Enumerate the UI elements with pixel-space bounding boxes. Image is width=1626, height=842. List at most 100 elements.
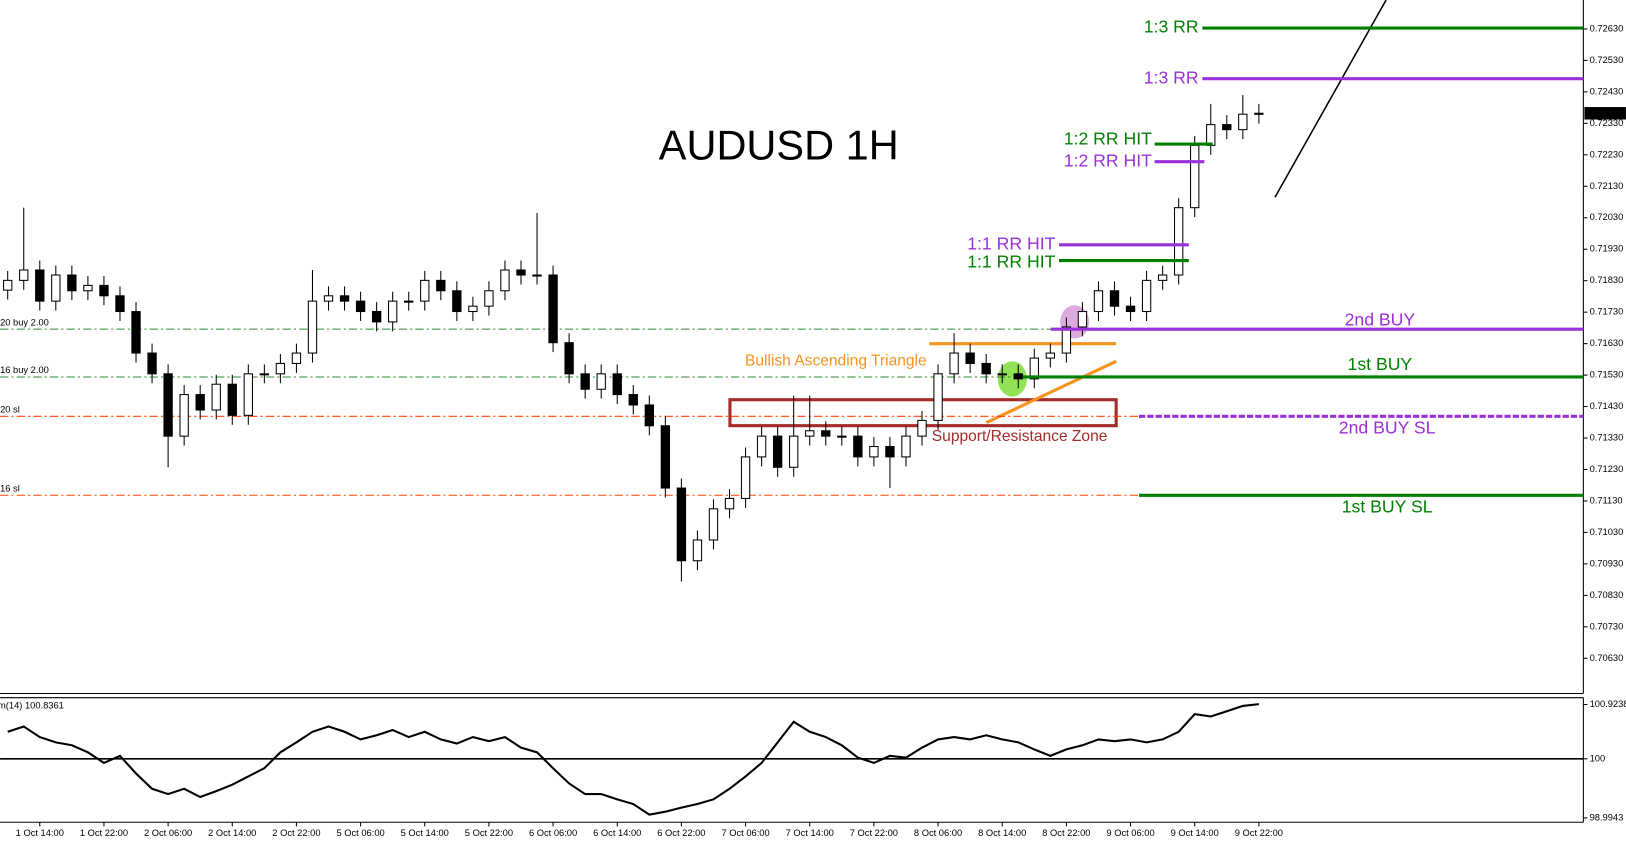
level-label: 2nd BUY SL: [1339, 417, 1436, 437]
candle-body: [307, 300, 318, 354]
candle-body: [1222, 124, 1232, 131]
level-label: 1st BUY SL: [1342, 496, 1433, 516]
candle-body: [147, 352, 157, 375]
y-tick-label: 0.72030: [1590, 212, 1624, 222]
candle-body: [1109, 290, 1120, 307]
level-label: 1:2 RR HIT: [1064, 150, 1152, 170]
y-tick-label: 0.70630: [1590, 653, 1624, 663]
x-tick-label: 2 Oct 22:00: [272, 828, 320, 838]
y-tick-label: 0.70830: [1590, 590, 1624, 600]
y-tick-label: 0.71030: [1590, 527, 1624, 537]
candle-body: [1157, 274, 1168, 281]
candle-body: [740, 456, 751, 499]
x-tick-label: 7 Oct 06:00: [721, 828, 769, 838]
candle-body: [580, 373, 590, 390]
y-tick-label: 0.71730: [1590, 307, 1624, 317]
x-tick-label: 1 Oct 22:00: [80, 828, 128, 838]
level-label: 1:1 RR HIT: [967, 251, 1055, 271]
candle-body: [1029, 357, 1039, 380]
x-tick-label: 8 Oct 22:00: [1042, 828, 1090, 838]
order-label: 20 sl: [0, 405, 20, 415]
candle-body: [3, 279, 13, 291]
candle-body: [275, 362, 286, 375]
x-tick-label: 9 Oct 22:00: [1235, 828, 1283, 838]
candle-body: [997, 373, 1007, 376]
candle-body: [67, 274, 77, 292]
order-label: 16 buy 2.00: [0, 365, 49, 375]
candle-body: [83, 284, 93, 292]
indicator-label: m(14) 100.8361: [0, 700, 64, 710]
candle-body: [323, 295, 334, 302]
candle-body: [1045, 352, 1056, 359]
candle-body: [500, 269, 510, 292]
candle-body: [115, 295, 125, 313]
y-tick-label: 0.72430: [1590, 86, 1624, 96]
candle-body: [468, 305, 478, 313]
y-tick-label: 0.71930: [1590, 244, 1624, 254]
level-label: 2nd BUY: [1345, 309, 1416, 329]
y-tick-label: 0.70930: [1590, 558, 1624, 568]
candle-body: [420, 279, 430, 302]
x-tick-label: 1 Oct 14:00: [16, 828, 64, 838]
candle-body: [1141, 279, 1152, 313]
trend-line: [1274, 0, 1387, 198]
candle-body: [933, 373, 943, 421]
y-tick-label: 0.71630: [1590, 338, 1624, 348]
candle-body: [436, 279, 446, 292]
candle-body: [35, 269, 45, 302]
candle-body: [917, 419, 927, 437]
x-tick-label: 9 Oct 06:00: [1106, 828, 1154, 838]
candle-body: [51, 274, 61, 302]
x-tick-label: 6 Oct 14:00: [593, 828, 641, 838]
x-tick-label: 6 Oct 22:00: [657, 828, 705, 838]
candle-body: [484, 290, 494, 307]
candle-body: [259, 373, 270, 376]
x-tick-label: 5 Oct 22:00: [465, 828, 513, 838]
level-label: 1:2 RR HIT: [1064, 129, 1152, 149]
candle-body: [1238, 113, 1248, 131]
candle-body: [1077, 311, 1088, 328]
current-price-label: 0.72362: [1588, 108, 1622, 118]
y-tick-label: 100.9238: [1590, 699, 1626, 709]
y-tick-label: 0.72230: [1590, 149, 1624, 159]
candle-body: [1206, 124, 1216, 146]
y-tick-label: 98.9943: [1590, 812, 1624, 822]
candle-body: [339, 295, 350, 302]
candle-body: [885, 445, 895, 458]
candle-body: [1093, 290, 1104, 313]
x-tick-label: 6 Oct 06:00: [529, 828, 577, 838]
y-tick-label: 0.71530: [1590, 370, 1624, 380]
y-tick-label: 0.72530: [1590, 55, 1624, 65]
y-tick-label: 0.72630: [1590, 23, 1624, 33]
candle-body: [692, 539, 703, 562]
candle-body: [564, 342, 574, 375]
x-tick-label: 7 Oct 22:00: [850, 828, 898, 838]
chart-title: AUDUSD 1H: [659, 121, 899, 168]
candle-body: [1125, 305, 1136, 313]
y-tick-label: 0.71330: [1590, 432, 1624, 442]
candle-body: [1173, 207, 1184, 276]
candle-body: [99, 284, 109, 297]
candle-body: [163, 373, 173, 437]
candle-body: [596, 373, 606, 390]
candle-body: [227, 383, 237, 416]
candle-body: [371, 311, 382, 323]
candle-body: [965, 352, 975, 364]
candle-body: [869, 445, 879, 458]
level-label: 1:3 RR: [1144, 17, 1199, 37]
x-tick-label: 9 Oct 14:00: [1171, 828, 1219, 838]
triangle-bottom: [985, 359, 1117, 424]
y-tick-label: 0.72330: [1590, 118, 1624, 128]
candle-body: [853, 435, 863, 458]
x-tick-label: 2 Oct 06:00: [144, 828, 192, 838]
candle-body: [676, 487, 687, 562]
annotation: Support/Resistance Zone: [932, 428, 1108, 445]
x-tick-label: 5 Oct 14:00: [401, 828, 449, 838]
level-label: 1:3 RR: [1144, 67, 1199, 87]
candle-body: [211, 383, 221, 411]
y-tick-label: 0.71830: [1590, 275, 1624, 285]
entry-marker: [997, 361, 1027, 397]
candle-body: [612, 373, 622, 396]
x-tick-label: 5 Oct 06:00: [336, 828, 384, 838]
candle-body: [388, 300, 398, 323]
